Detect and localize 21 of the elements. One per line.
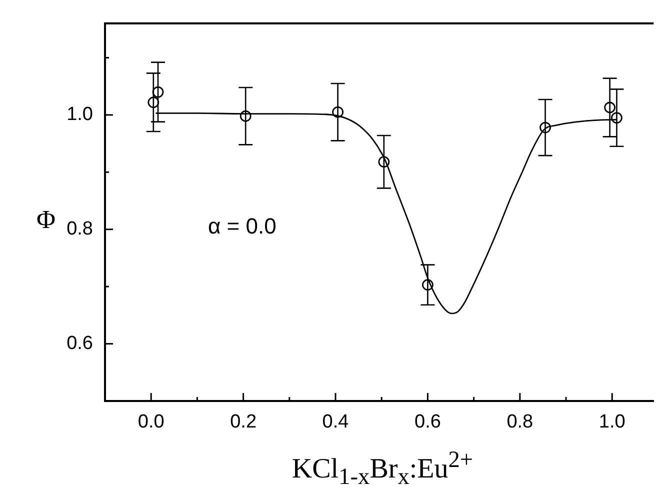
point (540, 122, 551, 134)
x-tick-label: 1.0 (598, 412, 626, 433)
y-tick-label: 0.6 (66, 333, 93, 354)
annotation: α = 0.0 (208, 213, 276, 238)
point (148, 96, 160, 108)
x-tick-label: 0.8 (506, 412, 534, 433)
point (152, 86, 164, 98)
point (604, 102, 616, 114)
point (611, 112, 622, 124)
point (240, 110, 252, 122)
x-tick-label: 0.6 (414, 412, 441, 433)
x-tick-label: 0.4 (322, 412, 350, 433)
point (378, 156, 390, 168)
y-axis-title: Φ (35, 204, 56, 236)
point (422, 279, 434, 291)
x-tick-label: 0.2 (230, 412, 257, 433)
y-tick-label: 0.8 (66, 218, 93, 240)
x-tick-label: 0.0 (138, 412, 164, 433)
x-axis-title: KCl$_{1-x}$Br$_{x}$:Eu$^{2+}$ (290, 446, 474, 489)
y-tick-label: 1.0 (66, 104, 93, 126)
point (332, 106, 344, 118)
